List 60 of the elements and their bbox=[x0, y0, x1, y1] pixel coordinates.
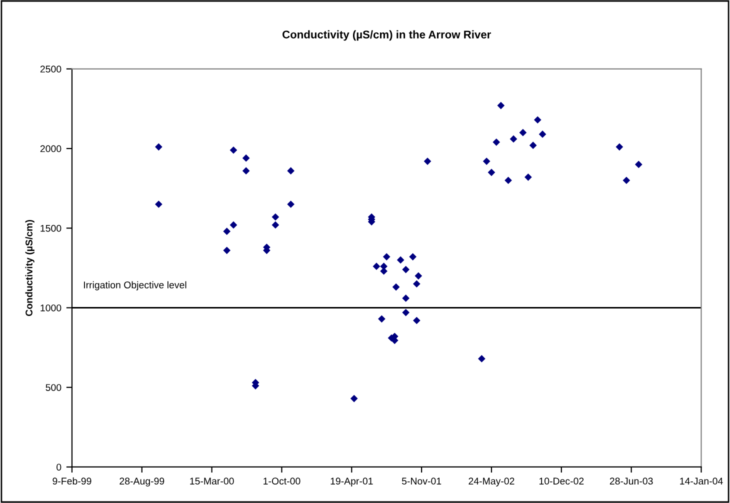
point bbox=[413, 316, 420, 324]
point bbox=[414, 272, 422, 280]
point bbox=[538, 130, 546, 138]
point bbox=[622, 176, 630, 184]
point bbox=[242, 154, 250, 162]
chart-title: Conductivity (µS/cm) in the Arrow River bbox=[282, 30, 491, 41]
point bbox=[155, 200, 162, 208]
x-tick-label: 28-Aug-99 bbox=[120, 478, 164, 486]
point bbox=[534, 116, 542, 124]
point bbox=[223, 246, 231, 254]
point bbox=[242, 167, 250, 174]
point bbox=[287, 200, 294, 208]
point bbox=[402, 294, 410, 302]
y-tick-label: 2500 bbox=[40, 66, 62, 73]
point bbox=[497, 102, 505, 110]
point bbox=[616, 143, 624, 151]
x-tick-label: 28-Jun-03 bbox=[610, 478, 653, 485]
point bbox=[272, 221, 280, 229]
x-tick-label: 14-Jan-04 bbox=[680, 478, 723, 485]
point bbox=[488, 168, 496, 176]
point bbox=[230, 221, 238, 229]
x-tick-label: 5-Nov-01 bbox=[402, 478, 442, 485]
point bbox=[413, 280, 420, 288]
point bbox=[396, 256, 404, 264]
point bbox=[155, 143, 162, 151]
point bbox=[524, 174, 532, 181]
point bbox=[482, 158, 490, 165]
point bbox=[478, 355, 486, 362]
point bbox=[424, 158, 432, 165]
point bbox=[634, 160, 642, 168]
point bbox=[409, 253, 416, 260]
point bbox=[510, 135, 518, 143]
point bbox=[392, 283, 400, 291]
point bbox=[492, 138, 500, 146]
point bbox=[272, 213, 280, 221]
point bbox=[402, 266, 410, 274]
point bbox=[378, 315, 386, 323]
point bbox=[372, 262, 380, 270]
y-tick-label: 2000 bbox=[40, 145, 62, 152]
x-tick-label: 1-Oct-00 bbox=[264, 478, 300, 485]
point bbox=[382, 253, 390, 260]
point bbox=[230, 146, 238, 154]
y-tick-label: 0 bbox=[56, 464, 62, 471]
point bbox=[519, 128, 527, 136]
point bbox=[529, 142, 537, 150]
ref-line-label: Irrigation Objective level bbox=[84, 281, 186, 290]
x-tick-label: 24-May-02 bbox=[468, 478, 514, 486]
y-tick-label: 1000 bbox=[40, 304, 62, 312]
point bbox=[402, 308, 410, 316]
y-axis-title: Conductivity (µS/cm) bbox=[25, 220, 34, 316]
point bbox=[223, 228, 231, 235]
y-tick-label: 1500 bbox=[40, 224, 62, 232]
y-tick-label: 500 bbox=[46, 384, 62, 391]
x-tick-label: 19-Apr-01 bbox=[330, 478, 373, 486]
x-tick-label: 15-Mar-00 bbox=[190, 478, 234, 485]
point bbox=[350, 394, 358, 402]
x-tick-label: 9-Feb-99 bbox=[52, 477, 92, 485]
point bbox=[287, 167, 294, 174]
x-tick-label: 10-Dec-02 bbox=[539, 478, 584, 485]
point bbox=[504, 176, 512, 184]
